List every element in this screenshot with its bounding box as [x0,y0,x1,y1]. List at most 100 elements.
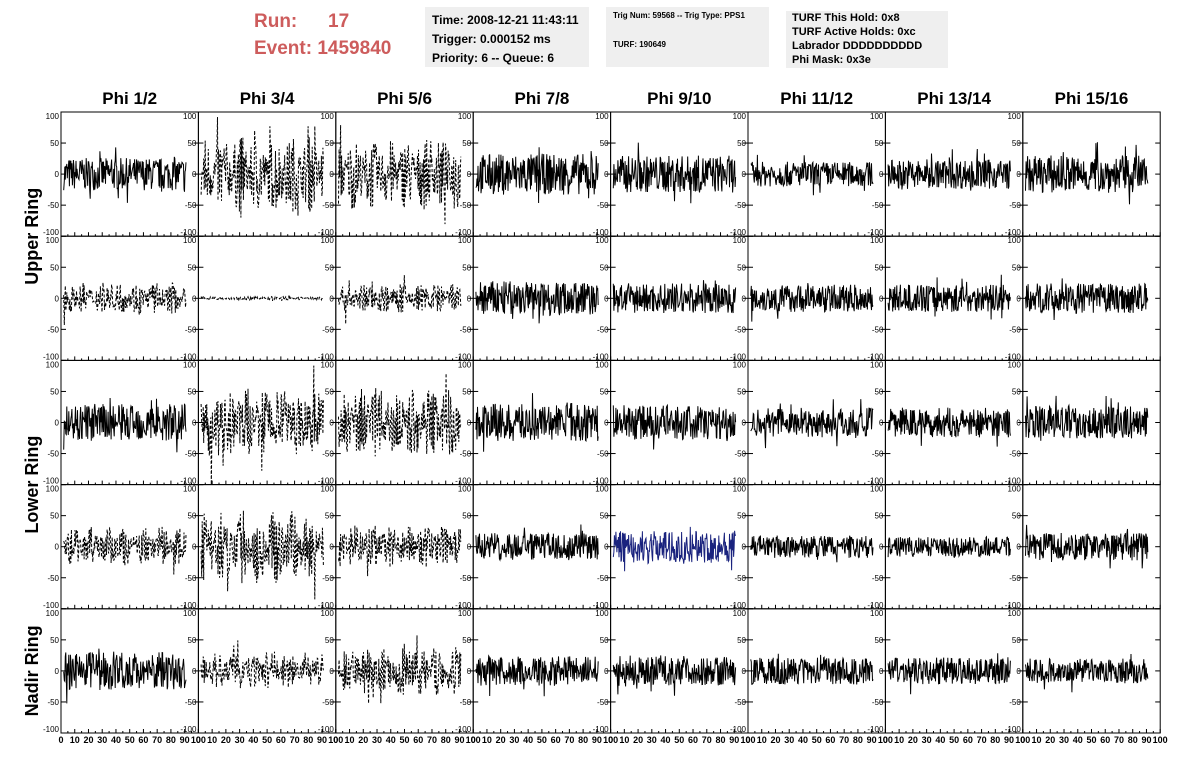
x-tick-label: 60 [1100,735,1110,745]
y-tick-label: -50 [47,450,59,459]
y-tick-label: 0 [742,419,747,428]
x-tick-label: 80 [303,735,313,745]
y-tick-label: -100 [730,601,747,610]
ring-label: Nadir Ring [22,625,42,716]
waveform-trace [63,282,187,326]
y-tick-label: 100 [183,485,197,494]
y-tick-label: -50 [734,698,746,707]
x-tick-label: 10 [482,735,492,745]
x-tick-label: 70 [839,735,849,745]
y-tick-label: -100 [318,725,335,734]
y-tick-label: -100 [593,228,610,237]
y-tick-label: 50 [187,387,196,396]
waveform-trace [475,654,599,697]
y-tick-label: 50 [874,387,883,396]
y-tick-label: 0 [604,667,609,676]
waveform-trace [750,154,874,196]
y-tick-label: -50 [322,450,334,459]
x-tick-label: 30 [784,735,794,745]
y-tick-label: -50 [185,574,197,583]
x-tick-label: 10 [757,735,767,745]
waveform-trace [1025,278,1149,321]
y-tick-label: 100 [595,236,609,245]
x-tick-label: 60 [138,735,148,745]
y-tick-label: 0 [467,667,472,676]
y-tick-label: -50 [597,698,609,707]
y-tick-label: -100 [593,477,610,486]
y-tick-label: -50 [734,450,746,459]
y-tick-label: 100 [1007,236,1021,245]
y-tick-label: 0 [879,294,884,303]
x-tick-label: 20 [83,735,93,745]
y-tick-label: -50 [872,450,884,459]
y-tick-label: 0 [742,170,747,179]
x-tick-label: 40 [523,735,533,745]
x-tick-label: 0 [608,735,613,745]
x-tick-label: 40 [935,735,945,745]
y-tick-label: -100 [455,352,472,361]
y-tick-label: 50 [187,263,196,272]
turf-active-line: TURF Active Holds: 0xc [792,26,916,38]
y-tick-label: 0 [192,419,197,428]
y-tick-label: 100 [733,112,747,121]
y-tick-label: 0 [742,294,747,303]
waveform-trace [887,535,1011,559]
waveform-trace [1025,395,1149,441]
y-tick-label: 100 [458,609,472,618]
y-tick-label: 100 [733,236,747,245]
y-tick-label: -100 [1005,228,1022,237]
y-tick-label: 50 [325,263,334,272]
waveform-trace [475,281,599,324]
y-tick-label: 100 [870,609,884,618]
waveform-trace [887,148,1011,191]
y-tick-label: 0 [604,294,609,303]
column-title: Phi 11/12 [780,89,853,108]
y-tick-label: 50 [187,636,196,645]
x-tick-label: 50 [1086,735,1096,745]
x-tick-label: 30 [647,735,657,745]
y-tick-label: 50 [325,139,334,148]
x-tick-label: 90 [180,735,190,745]
y-tick-label: 50 [325,636,334,645]
y-tick-label: 50 [737,512,746,521]
x-tick-label: 100 [1153,735,1168,745]
waveform-trace [200,294,324,302]
panel-frame [197,359,337,486]
x-tick-label: 0 [745,735,750,745]
trig-info-box: Trig Num: 59568 -- Trig Type: PPS1 TURF:… [606,7,769,67]
x-tick-label: 70 [427,735,437,745]
y-tick-label: 100 [595,609,609,618]
y-tick-label: -50 [47,201,59,210]
y-tick-label: 50 [325,387,334,396]
x-tick-label: 30 [372,735,382,745]
y-tick-label: -100 [43,352,60,361]
y-tick-label: 0 [879,543,884,552]
y-tick-label: -100 [318,601,335,610]
y-tick-label: -100 [455,601,472,610]
y-tick-label: 100 [320,112,334,121]
y-tick-label: -100 [43,228,60,237]
y-tick-label: 50 [874,512,883,521]
x-tick-label: 70 [702,735,712,745]
turf-hold-line: TURF This Hold: 0x8 [792,12,900,24]
y-tick-label: -100 [1005,352,1022,361]
x-tick-label: 70 [1114,735,1124,745]
y-tick-label: -50 [322,201,334,210]
y-tick-label: 100 [183,236,197,245]
y-tick-label: -100 [455,477,472,486]
y-tick-label: 50 [325,512,334,521]
y-tick-label: -50 [872,698,884,707]
y-tick-label: -50 [734,201,746,210]
x-tick-label: 100 [740,735,755,745]
x-tick-label: 50 [399,735,409,745]
x-tick-label: 90 [1004,735,1014,745]
waveform-trace [612,526,737,572]
y-tick-label: 100 [458,485,472,494]
x-tick-label: 10 [207,735,217,745]
waveform-trace [887,407,1011,447]
x-tick-label: 30 [922,735,932,745]
y-tick-label: -100 [318,352,335,361]
y-tick-label: -50 [322,325,334,334]
y-tick-label: 0 [329,170,334,179]
